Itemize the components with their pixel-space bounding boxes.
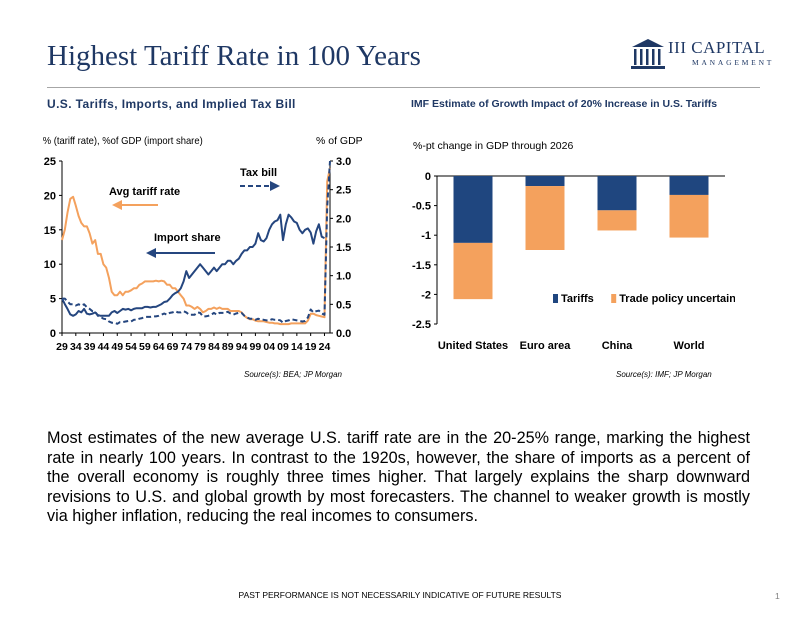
arrow-right-dashed-icon	[240, 181, 280, 191]
body-paragraph: Most estimates of the new average U.S. t…	[47, 429, 750, 525]
bar-category-label: World	[674, 340, 705, 352]
x-tick-label: 19	[305, 341, 317, 353]
tariff-line-chart: % (tariff rate), %of GDP (import share) …	[43, 135, 363, 353]
bar-y-axis-label: %-pt change in GDP through 2026	[413, 140, 573, 152]
legend-swatch	[553, 294, 558, 303]
x-tick-label: 54	[125, 341, 137, 353]
legend-swatch	[611, 294, 617, 303]
x-tick-label: 09	[277, 341, 289, 353]
left-chart-source: Source(s): BEA; JP Morgan	[244, 370, 342, 379]
x-tick-label: 99	[250, 341, 262, 353]
imf-bar-chart: %-pt change in GDP through 2026 0 -0.5 -1 -…	[412, 140, 735, 352]
right-y-tick-label: 1.0	[336, 271, 351, 283]
bar-y-tick-label: -2	[421, 289, 431, 301]
bar-category-label: Euro area	[520, 340, 572, 352]
x-tick-label: 24	[319, 341, 331, 353]
bar-trade-policy-uncertainty	[525, 186, 565, 250]
x-tick-label: 89	[222, 341, 234, 353]
bar-category-label: United States	[438, 340, 508, 352]
series-line-tax-bill	[62, 160, 331, 325]
bar-y-tick-label: -2.5	[412, 319, 431, 331]
series-line-avg-tariff-rate	[61, 167, 331, 326]
x-tick-label: 84	[208, 341, 220, 353]
arrow-left-orange-icon	[112, 200, 158, 210]
right-y-tick-label: 0.5	[336, 299, 351, 311]
company-logo-icon	[631, 39, 665, 69]
right-chart-title: IMF Estimate of Growth Impact of 20% Inc…	[411, 98, 718, 110]
right-y-tick-label: 0.0	[336, 328, 351, 340]
right-y-tick-label: 2.5	[336, 185, 351, 197]
bar-y-tick-label: 0	[425, 171, 431, 183]
tax-bill-annotation: Tax bill	[240, 167, 277, 179]
bar-tariffs	[525, 176, 565, 187]
x-tick-label: 49	[111, 341, 123, 353]
bar-y-tick-label: -0.5	[412, 201, 431, 213]
bar-tariffs	[597, 176, 637, 211]
x-tick-label: 74	[180, 341, 192, 353]
left-y-axis-label: % (tariff rate), %of GDP (import share)	[43, 136, 203, 148]
left-y-tick-label: 15	[44, 225, 56, 237]
left-chart-title: U.S. Tariffs, Imports, and Implied Tax B…	[47, 97, 296, 111]
left-y-tick-label: 5	[50, 294, 56, 306]
series-line-import-share	[61, 213, 325, 317]
bar-trade-policy-uncertainty	[597, 210, 637, 231]
left-y-tick-label: 0	[50, 328, 56, 340]
arrow-left-navy-icon	[146, 248, 215, 258]
title-divider	[47, 87, 760, 88]
slide-title: Highest Tariff Rate in 100 Years	[47, 40, 421, 72]
x-tick-label: 29	[56, 341, 68, 353]
x-tick-label: 04	[263, 341, 275, 353]
page-number: 1	[775, 591, 780, 601]
logo-text: III CAPITAL	[668, 38, 766, 57]
x-tick-label: 79	[194, 341, 206, 353]
x-tick-label: 94	[236, 341, 248, 353]
right-chart-source: Source(s): IMF; JP Morgan	[616, 370, 712, 379]
legend-label: Tariffs	[561, 293, 594, 305]
bar-tariffs	[453, 176, 493, 243]
bar-trade-policy-uncertainty	[669, 194, 709, 238]
bar-y-tick-label: -1	[421, 230, 431, 242]
legend-label: Trade policy uncertainty	[619, 293, 735, 305]
bar-trade-policy-uncertainty	[453, 242, 493, 300]
bar-category-label: China	[602, 340, 633, 352]
x-tick-label: 59	[139, 341, 151, 353]
right-y-tick-label: 3.0	[336, 156, 351, 168]
bar-tariffs	[669, 176, 709, 195]
right-y-tick-label: 1.5	[336, 242, 351, 254]
right-y-tick-label: 2.0	[336, 213, 351, 225]
x-tick-label: 39	[84, 341, 96, 353]
right-y-axis-label: % of GDP	[316, 135, 363, 147]
disclaimer-footer: PAST PERFORMANCE IS NOT NECESSARILY INDI…	[238, 590, 562, 600]
x-tick-label: 34	[70, 341, 82, 353]
left-y-tick-label: 20	[44, 190, 56, 202]
left-y-tick-label: 25	[44, 156, 56, 168]
avg-tariff-annotation: Avg tariff rate	[109, 186, 180, 198]
logo-subtext: MANAGEMENT	[692, 58, 775, 67]
bar-y-tick-label: -1.5	[412, 260, 431, 272]
x-tick-label: 44	[98, 341, 110, 353]
x-tick-label: 14	[291, 341, 303, 353]
import-share-annotation: Import share	[154, 232, 221, 244]
x-tick-label: 64	[153, 341, 165, 353]
left-y-tick-label: 10	[44, 259, 56, 271]
x-tick-label: 69	[167, 341, 179, 353]
